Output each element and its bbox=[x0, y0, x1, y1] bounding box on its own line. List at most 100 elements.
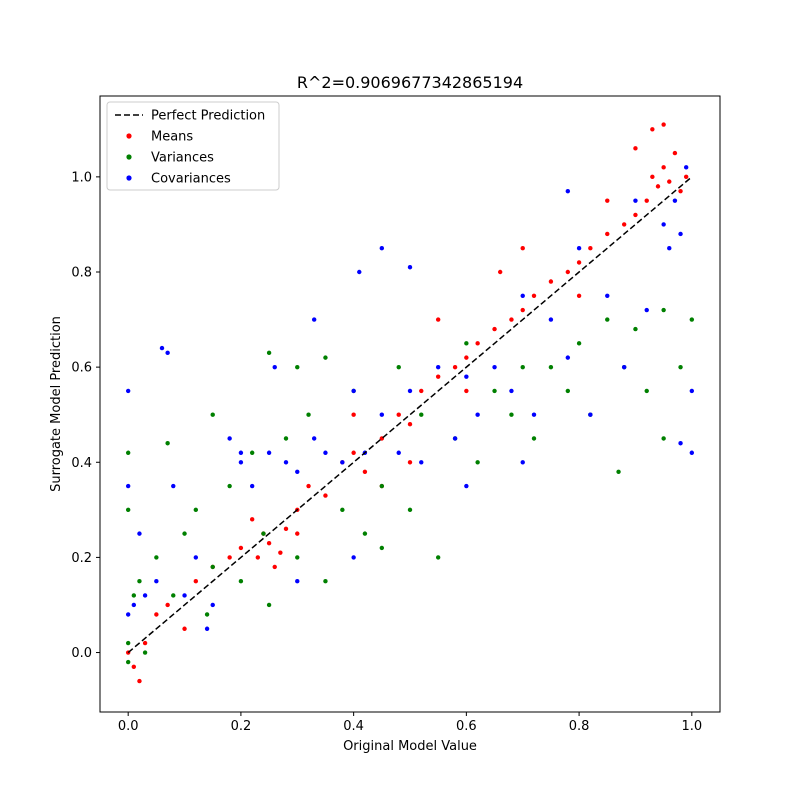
point-variances bbox=[283, 436, 289, 441]
point-means bbox=[272, 564, 277, 570]
point-variances bbox=[171, 593, 176, 598]
point-covariances bbox=[492, 364, 497, 370]
point-variances bbox=[182, 531, 187, 536]
point-variances bbox=[379, 483, 385, 489]
point-covariances bbox=[311, 317, 317, 322]
point-means bbox=[249, 517, 255, 522]
point-means bbox=[464, 355, 469, 360]
point-variances bbox=[266, 602, 272, 608]
point-variances bbox=[238, 578, 244, 584]
point-means bbox=[650, 127, 655, 132]
point-means bbox=[633, 212, 638, 218]
point-variances bbox=[661, 307, 666, 313]
point-covariances bbox=[689, 388, 695, 394]
point-variances bbox=[125, 450, 131, 455]
point-variances bbox=[125, 659, 131, 665]
point-variances bbox=[210, 564, 215, 570]
point-variances bbox=[227, 483, 232, 489]
point-means bbox=[452, 364, 458, 370]
point-means bbox=[137, 678, 142, 684]
point-variances bbox=[204, 612, 210, 617]
point-covariances bbox=[633, 198, 638, 203]
point-covariances bbox=[379, 246, 385, 251]
point-variances bbox=[131, 593, 137, 598]
point-covariances bbox=[667, 246, 672, 251]
point-means bbox=[605, 198, 610, 203]
legend-marker-means bbox=[126, 133, 132, 139]
point-variances bbox=[509, 412, 514, 417]
point-variances bbox=[644, 388, 649, 394]
point-covariances bbox=[548, 317, 554, 322]
point-variances bbox=[154, 555, 159, 560]
point-means bbox=[655, 184, 661, 189]
point-covariances bbox=[565, 355, 571, 360]
point-covariances bbox=[379, 412, 385, 417]
point-means bbox=[435, 317, 441, 322]
point-covariances bbox=[137, 531, 142, 536]
point-covariances bbox=[311, 436, 317, 441]
point-variances bbox=[193, 507, 199, 513]
point-covariances bbox=[210, 602, 215, 608]
legend-label-perfect-prediction: Perfect Prediction bbox=[151, 109, 265, 124]
point-variances bbox=[548, 364, 554, 370]
axes-frame bbox=[99, 95, 721, 713]
point-means bbox=[605, 231, 610, 237]
point-means bbox=[306, 483, 311, 489]
point-variances bbox=[340, 507, 345, 513]
point-covariances bbox=[238, 450, 244, 455]
point-covariances bbox=[249, 483, 255, 489]
legend-label-covariances: Covariances bbox=[151, 172, 231, 187]
point-means bbox=[227, 555, 232, 560]
point-means bbox=[565, 269, 571, 275]
y-tick-label: 1.0 bbox=[71, 170, 92, 185]
point-covariances bbox=[295, 578, 300, 584]
point-variances bbox=[137, 578, 142, 584]
point-means bbox=[650, 174, 655, 180]
point-covariances bbox=[283, 460, 289, 465]
point-means bbox=[154, 612, 159, 617]
series-means bbox=[125, 122, 689, 684]
point-means bbox=[351, 412, 356, 417]
point-covariances bbox=[588, 412, 593, 417]
point-means bbox=[492, 326, 497, 332]
point-means bbox=[520, 307, 525, 313]
point-covariances bbox=[678, 441, 683, 446]
perfect-prediction-line bbox=[127, 176, 693, 654]
point-variances bbox=[306, 412, 311, 417]
point-means bbox=[407, 422, 413, 427]
point-covariances bbox=[683, 165, 689, 170]
y-tick-label: 0.0 bbox=[71, 646, 92, 661]
x-tick-label: 0.2 bbox=[231, 719, 252, 734]
point-variances bbox=[605, 317, 610, 322]
point-covariances bbox=[520, 460, 525, 465]
chart-title: R^2=0.9069677342865194 bbox=[297, 73, 523, 92]
point-means bbox=[661, 165, 666, 170]
point-means bbox=[509, 317, 514, 322]
point-means bbox=[435, 374, 441, 379]
point-covariances bbox=[407, 388, 413, 394]
point-variances bbox=[125, 507, 131, 513]
point-variances bbox=[419, 412, 424, 417]
point-variances bbox=[362, 531, 368, 536]
point-covariances bbox=[154, 578, 159, 584]
point-variances bbox=[661, 436, 666, 441]
point-means bbox=[295, 531, 300, 536]
ticks-layer: 0.0 0.2 0.4 0.6 0.8 1.0 0.0 0.2 0.4 0.6 0.8 1.0 bbox=[71, 170, 702, 734]
point-variances bbox=[295, 555, 300, 560]
point-covariances bbox=[509, 388, 514, 394]
point-variances bbox=[464, 341, 469, 346]
point-covariances bbox=[204, 626, 210, 631]
x-tick-label: 1.0 bbox=[681, 719, 702, 734]
point-means bbox=[238, 545, 244, 551]
point-means bbox=[407, 460, 413, 465]
point-means bbox=[576, 260, 582, 265]
point-means bbox=[165, 602, 170, 608]
point-covariances bbox=[323, 450, 328, 455]
point-means bbox=[672, 150, 678, 156]
series-covariances bbox=[125, 165, 695, 631]
points-layer bbox=[125, 122, 695, 684]
point-means bbox=[142, 640, 148, 646]
point-covariances bbox=[689, 450, 695, 455]
